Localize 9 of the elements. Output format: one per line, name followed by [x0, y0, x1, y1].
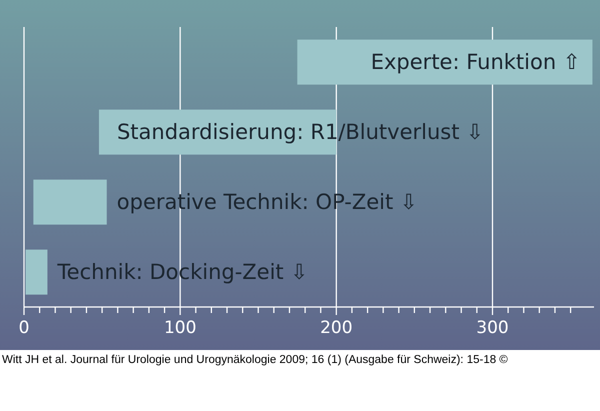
- bar: [26, 250, 48, 295]
- x-tick-label: 300: [476, 318, 509, 338]
- x-tick-label: 100: [164, 318, 196, 338]
- text: Witt JH et al. Journal für Urologie und Urogynäkologie 2009; 16 (1) (Ausgabe für Schweiz): 15-18 ©: [2, 354, 508, 366]
- x-tick-label: 200: [320, 318, 353, 338]
- bar: [33, 180, 107, 225]
- x-tick-label: 0: [18, 318, 30, 338]
- y-tick-label: Experte: Funktion ⇧: [370, 50, 580, 74]
- bar: [297, 40, 592, 85]
